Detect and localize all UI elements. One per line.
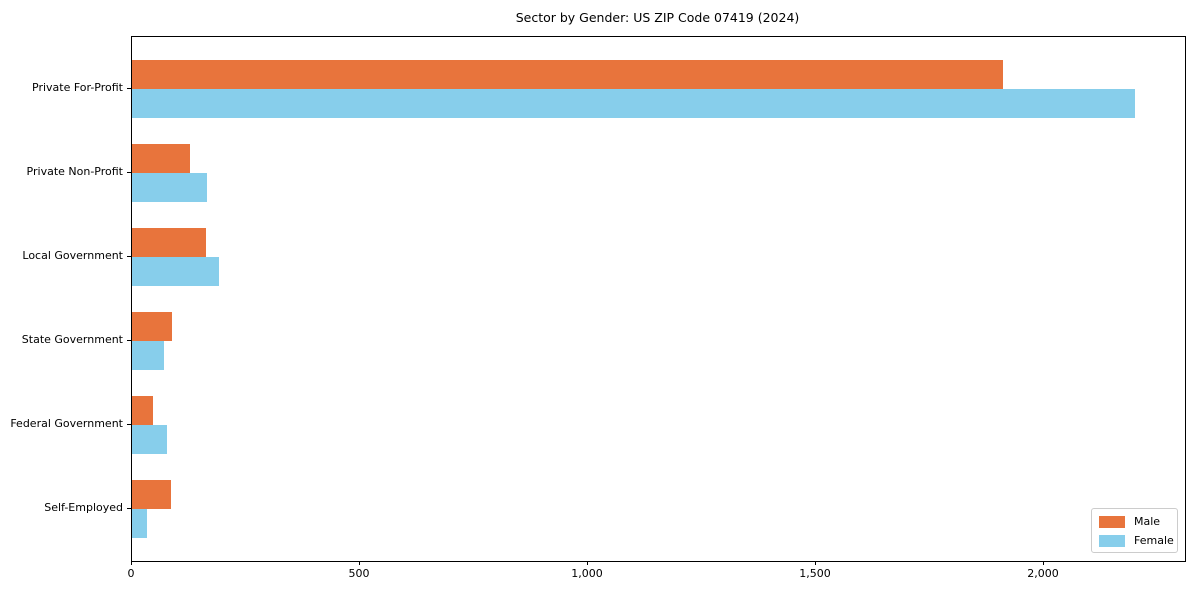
y-tick-mark [127, 88, 131, 89]
male-swatch [1099, 515, 1125, 528]
y-tick-mark [127, 424, 131, 425]
bar-female [132, 509, 147, 538]
y-tick-label: State Government [21, 333, 123, 346]
y-tick-label: Self-Employed [44, 501, 123, 514]
female-swatch [1099, 534, 1125, 547]
legend: Male Female [1091, 508, 1178, 553]
bar-female [132, 173, 207, 202]
plot-area [131, 36, 1186, 562]
x-tick-mark [587, 561, 588, 565]
y-tick-mark [127, 172, 131, 173]
bar-female [132, 341, 164, 370]
y-tick-label: Federal Government [10, 417, 123, 430]
legend-label: Female [1134, 534, 1174, 547]
y-tick-label: Private For-Profit [32, 81, 123, 94]
bar-male [132, 480, 171, 509]
x-tick-mark [1043, 561, 1044, 565]
bar-male [132, 144, 190, 173]
bar-male [132, 312, 172, 341]
bar-male [132, 60, 1003, 89]
bar-female [132, 257, 219, 286]
y-tick-label: Local Government [22, 249, 123, 262]
bar-female [132, 425, 167, 454]
legend-item-male: Male [1099, 514, 1170, 529]
bar-male [132, 396, 153, 425]
y-tick-mark [127, 256, 131, 257]
bar-female [132, 89, 1135, 118]
y-tick-mark [127, 340, 131, 341]
x-tick-mark [131, 561, 132, 565]
y-tick-label: Private Non-Profit [26, 165, 123, 178]
y-tick-mark [127, 508, 131, 509]
x-tick-label: 2,000 [1027, 567, 1059, 580]
chart-title: Sector by Gender: US ZIP Code 07419 (202… [515, 10, 800, 25]
x-tick-label: 1,500 [799, 567, 831, 580]
x-tick-label: 500 [348, 567, 370, 580]
legend-item-female: Female [1099, 533, 1174, 548]
bar-male [132, 228, 206, 257]
x-tick-label: 1,000 [571, 567, 603, 580]
x-tick-mark [815, 561, 816, 565]
x-tick-label: 0 [127, 567, 135, 580]
legend-label: Male [1134, 515, 1161, 528]
x-tick-mark [359, 561, 360, 565]
